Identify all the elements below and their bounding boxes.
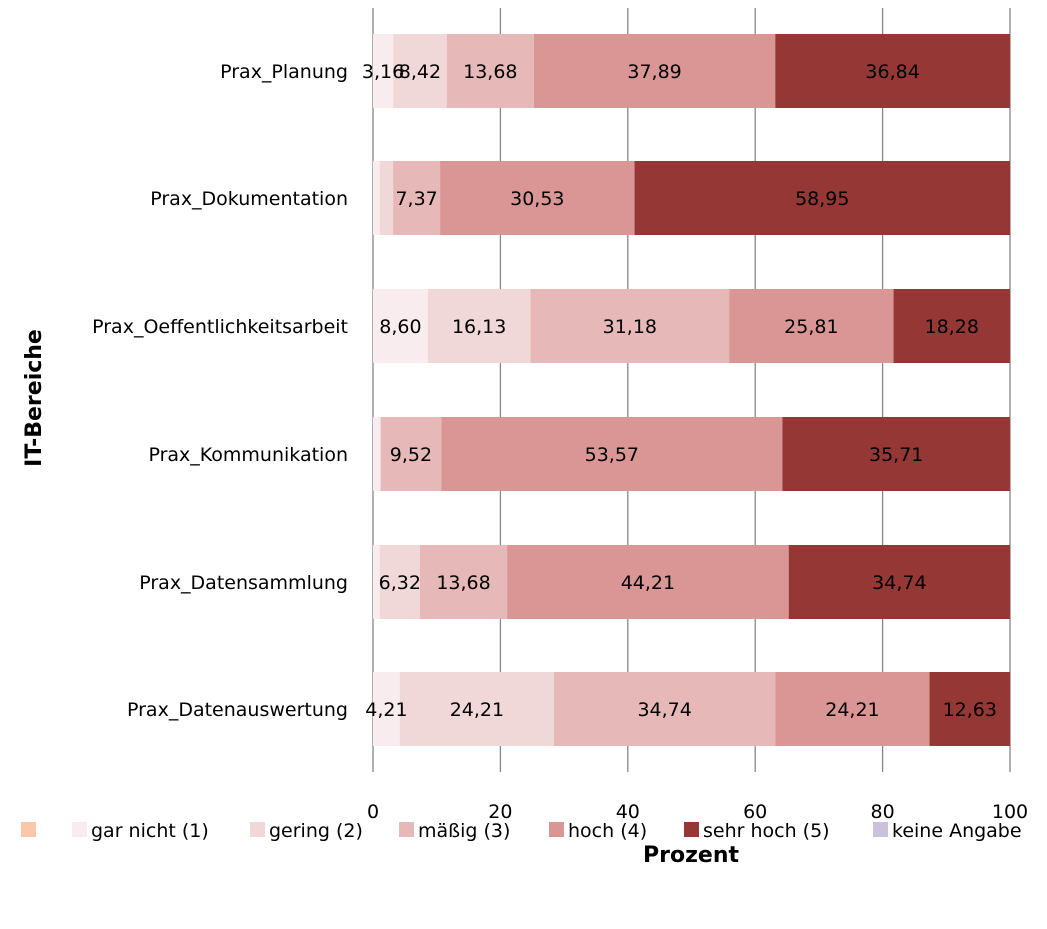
data-label: 18,28 — [925, 316, 979, 338]
category-label: Prax_Datensammlung — [139, 572, 348, 594]
bar-segment — [533, 34, 776, 108]
bar-segment — [788, 545, 1010, 619]
data-label: 4,21 — [365, 699, 407, 721]
data-label: 13,68 — [436, 572, 490, 594]
bar-segment — [929, 672, 1010, 746]
data-label: 16,13 — [452, 316, 506, 338]
legend-label: mäßig (3) — [418, 820, 510, 842]
data-label: 3,16 — [362, 61, 404, 83]
bar-segment — [373, 417, 381, 491]
data-label: 31,18 — [603, 316, 657, 338]
bar-segment — [554, 672, 776, 746]
legend-swatch — [399, 822, 414, 837]
legend-swatch — [21, 822, 36, 837]
legend-label: hoch (4) — [568, 820, 647, 842]
bar-segment — [427, 289, 531, 363]
bar-segment — [893, 289, 1010, 363]
x-tick-label: 100 — [992, 801, 1028, 823]
data-label: 36,84 — [865, 61, 919, 83]
bar-segment — [393, 34, 447, 108]
category-label: Prax_Kommunikation — [148, 444, 348, 466]
legend-label: gering (2) — [269, 820, 363, 842]
legend-label: keine Angabe — [892, 820, 1022, 842]
data-label: 8,60 — [379, 316, 421, 338]
bar-segment — [440, 161, 635, 235]
x-tick-label: 80 — [871, 801, 895, 823]
bars — [373, 34, 1011, 746]
x-tick-label: 20 — [488, 801, 512, 823]
bar-segment — [507, 545, 789, 619]
data-label: 35,71 — [869, 444, 923, 466]
bar-segment — [373, 672, 400, 746]
bar-segment — [373, 34, 394, 108]
x-tick-labels: 0 20 40 60 80 100 — [367, 801, 1028, 823]
bar-segment — [373, 289, 428, 363]
x-tick-label: 40 — [616, 801, 640, 823]
category-labels: Prax_Planung Prax_Dokumentation Prax_Oeffe… — [92, 61, 348, 721]
legend-swatch — [250, 822, 265, 837]
data-label: 53,57 — [585, 444, 639, 466]
legend: gar nicht (1) gering (2) mäßig (3) hoch (4)… — [21, 820, 1022, 842]
category-label: Prax_Dokumentation — [150, 188, 348, 210]
data-label: 25,81 — [784, 316, 838, 338]
bar-segment — [775, 672, 930, 746]
bar-segment — [379, 545, 420, 619]
data-label: 8,42 — [399, 61, 441, 83]
x-axis-title: Prozent — [643, 843, 739, 868]
category-label: Prax_Datenauswertung — [127, 699, 348, 721]
category-label: Prax_Oeffentlichkeitsarbeit — [92, 316, 348, 338]
legend-swatch — [873, 822, 888, 837]
data-label: 30,53 — [510, 188, 564, 210]
gridlines — [372, 8, 1011, 772]
data-label: 13,68 — [463, 61, 517, 83]
data-labels: 3,168,42 13,68 37,89 36,84 7,37 30,53 58,95 8,6… — [362, 61, 997, 721]
legend-swatch — [684, 822, 699, 837]
data-label: 9,52 — [390, 444, 432, 466]
data-label: 34,74 — [637, 699, 691, 721]
data-label: 24,21 — [450, 699, 504, 721]
data-label: 12,63 — [943, 699, 997, 721]
legend-swatch — [72, 822, 87, 837]
bar-segment — [441, 417, 783, 491]
bar-segment — [775, 34, 1010, 108]
bar-segment — [373, 545, 380, 619]
bar-segment — [373, 161, 380, 235]
legend-label: gar nicht (1) — [91, 820, 209, 842]
data-label: 37,89 — [627, 61, 681, 83]
bar-segment — [399, 672, 555, 746]
data-label: 24,21 — [825, 699, 879, 721]
legend-label: sehr hoch (5) — [703, 820, 830, 842]
category-label: Prax_Planung — [220, 61, 348, 83]
data-label: 7,37 — [395, 188, 437, 210]
bar-segment — [419, 545, 508, 619]
bar-segment — [380, 417, 442, 491]
bar-segment — [530, 289, 730, 363]
bar-segment — [729, 289, 894, 363]
legend-swatch — [549, 822, 564, 837]
x-tick-label: 0 — [367, 801, 379, 823]
data-label: 34,74 — [872, 572, 926, 594]
bar-segment — [446, 34, 534, 108]
bar-segment — [379, 161, 394, 235]
bar-segment — [634, 161, 1011, 235]
y-axis-title: IT-Bereiche — [22, 329, 47, 467]
data-label: 44,21 — [621, 572, 675, 594]
data-label: 6,32 — [379, 572, 421, 594]
bar-segment — [393, 161, 441, 235]
bar-segment — [782, 417, 1010, 491]
x-tick-label: 60 — [743, 801, 767, 823]
data-label: 58,95 — [795, 188, 849, 210]
